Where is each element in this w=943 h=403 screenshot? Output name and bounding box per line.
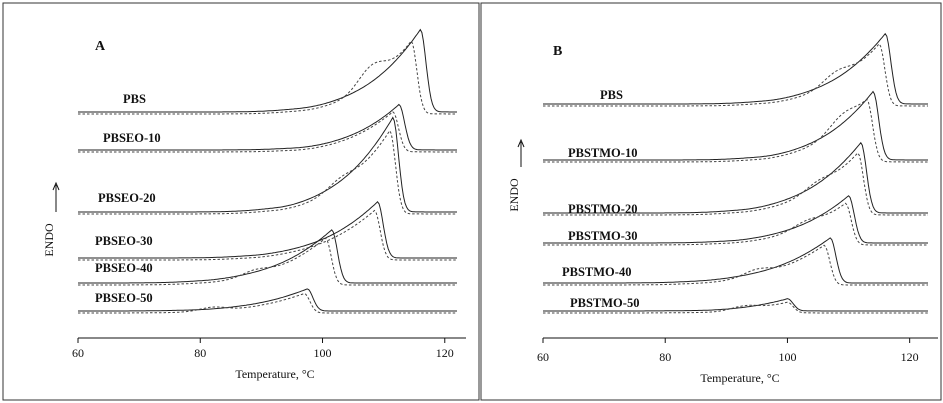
curve-label-pbseo-10: PBSEO-10 <box>103 131 161 145</box>
curve-label-pbstmo-20: PBSTMO-20 <box>568 202 637 216</box>
panel-b-letter: B <box>553 44 562 59</box>
panel-a-letter: A <box>95 39 106 54</box>
panel-b-ylabel-group: ENDO <box>507 138 525 212</box>
curve-solid-pbseo-20 <box>78 116 457 213</box>
curve-solid-pbstmo-20 <box>543 141 928 214</box>
panel-b-frame <box>480 2 942 401</box>
curve-solid-pbs <box>78 28 457 113</box>
curve-label-pbstmo-50: PBSTMO-50 <box>570 296 639 310</box>
panel-b-ylabel: ENDO <box>507 178 521 212</box>
x-tick-label: 80 <box>659 350 671 364</box>
panel-a-frame <box>2 2 480 401</box>
curve-label-pbseo-50: PBSEO-50 <box>95 291 153 305</box>
panel-b-ylabel-arrowhead <box>517 138 525 148</box>
curve-solid-pbseo-50 <box>78 288 457 312</box>
curve-dashed-pbs <box>78 40 457 115</box>
curve-solid-pbseo-40 <box>78 229 457 284</box>
curve-solid-pbstmo-40 <box>543 237 928 284</box>
curve-solid-pbs <box>543 32 928 105</box>
panel-a-ticks: 60 80 100 120 <box>72 338 454 360</box>
curve-dashed-pbstmo-30 <box>543 202 928 246</box>
x-tick-label: 120 <box>901 350 919 364</box>
x-tick-label: 60 <box>72 346 84 360</box>
panel-a-ylabel: ENDO <box>42 223 56 257</box>
x-tick-label: 120 <box>436 346 454 360</box>
panel-a-ylabel-arrowhead <box>52 181 60 191</box>
curve-solid-pbstmo-30 <box>543 195 928 244</box>
curve-label-pbstmo-30: PBSTMO-30 <box>568 229 637 243</box>
panel-a-curves: PBS PBSEO-10 PBSEO-20 PBSEO-30 PBSEO-40 PBSEO… <box>78 28 457 314</box>
curve-label-pbs: PBS <box>600 88 623 102</box>
panel-b-curves: PBS PBSTMO-10 PBSTMO-20 PBSTMO-30 PBSTMO-40 P… <box>543 32 928 314</box>
curve-label-pbstmo-40: PBSTMO-40 <box>562 265 631 279</box>
curve-dashed-pbseo-50 <box>78 292 457 314</box>
curve-dashed-pbstmo-10 <box>543 98 928 163</box>
curve-label-pbseo-30: PBSEO-30 <box>95 234 153 248</box>
curve-label-pbstmo-10: PBSTMO-10 <box>568 146 637 160</box>
curve-label-pbseo-40: PBSEO-40 <box>95 261 153 275</box>
panel-a-ylabel-group: ENDO <box>42 181 60 257</box>
panel-a-xlabel: Temperature, °C <box>235 367 314 381</box>
panel-b: B PBS PBSTMO-10 PBSTMO-20 PBSTMO-30 PBSTMO-4… <box>480 2 942 401</box>
x-tick-label: 100 <box>778 350 796 364</box>
curve-solid-pbstmo-10 <box>543 90 928 161</box>
panel-a: A PBSPBSEO-10PBSEO-20PBSEO-30PBSEO-40PBS… <box>2 2 480 401</box>
curve-solid-pbstmo-50 <box>543 298 928 312</box>
curve-solid-pbseo-10 <box>78 103 457 151</box>
x-tick-label: 100 <box>314 346 332 360</box>
panel-b-xlabel: Temperature, °C <box>700 371 779 385</box>
x-tick-label: 80 <box>194 346 206 360</box>
x-tick-label: 60 <box>537 350 549 364</box>
curve-solid-pbseo-30 <box>78 201 457 259</box>
curve-label-pbs: PBS <box>123 92 146 106</box>
curve-dashed-pbstmo-50 <box>543 301 928 314</box>
curve-dashed-pbstmo-40 <box>543 244 928 286</box>
curve-dashed-pbstmo-20 <box>543 152 928 216</box>
curve-dashed-pbseo-30 <box>78 209 457 261</box>
curve-dashed-pbs <box>543 43 928 107</box>
curve-label-pbseo-20: PBSEO-20 <box>98 191 156 205</box>
curve-dashed-pbseo-20 <box>78 129 457 215</box>
panel-b-ticks: 60 80 100 120 <box>537 338 919 364</box>
curve-dashed-pbseo-10 <box>78 111 457 153</box>
curve-dashed-pbseo-40 <box>78 237 457 286</box>
